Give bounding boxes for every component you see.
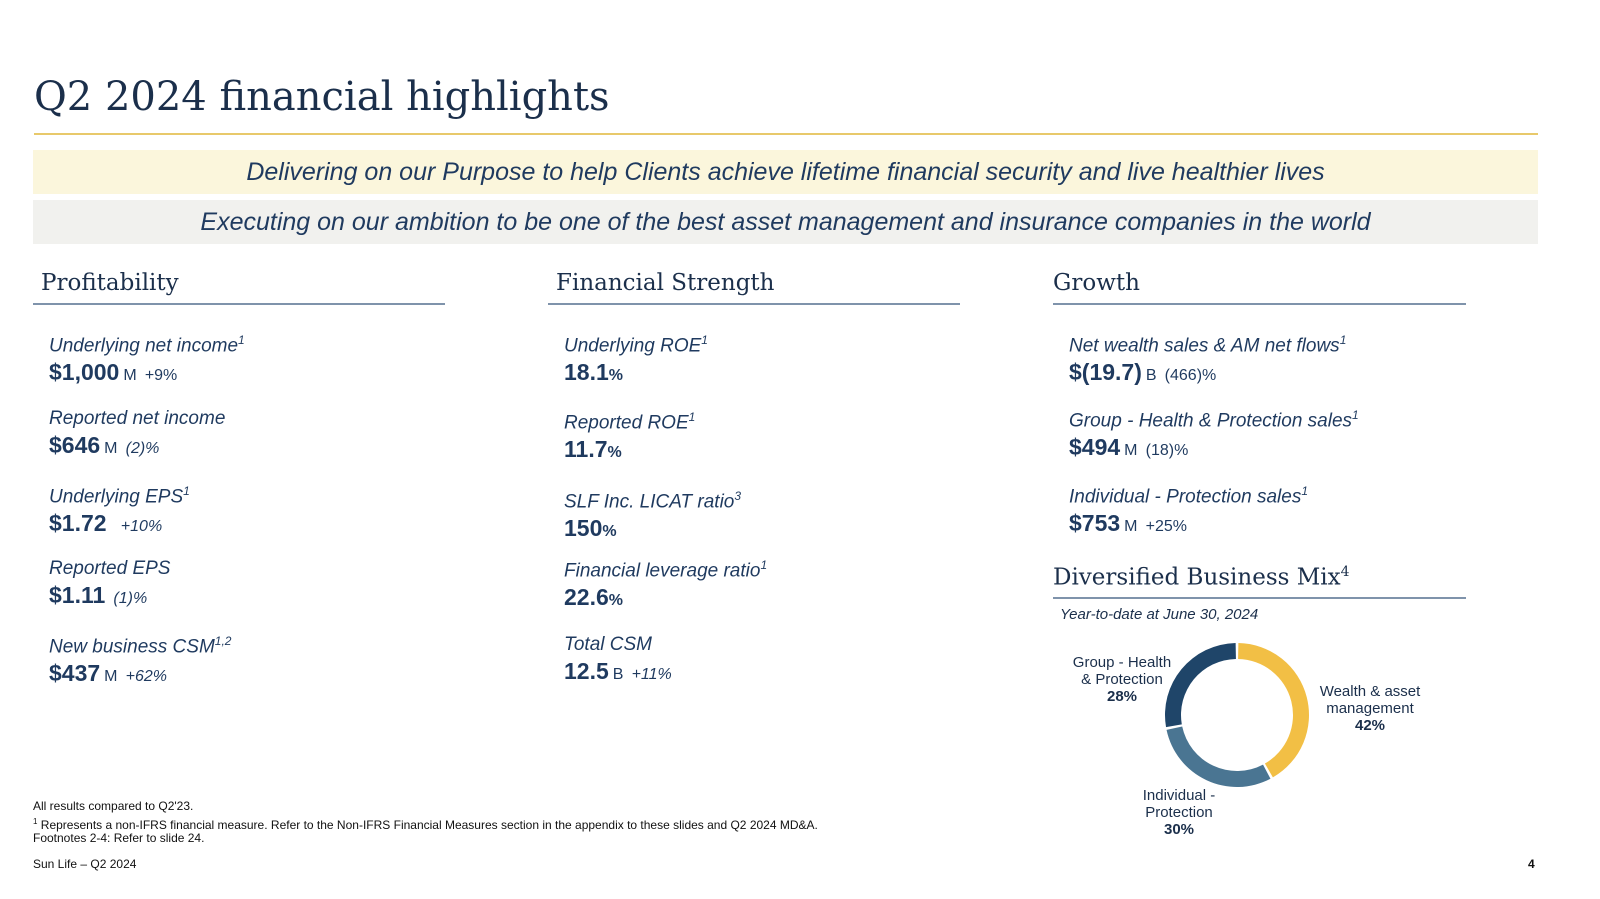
metric-underlying-eps: Underlying EPS1 $1.72 +10% bbox=[49, 484, 190, 537]
business-mix-heading: Diversified Business Mix4 bbox=[1053, 564, 1350, 591]
metric-financial-leverage-ratio: Financial leverage ratio1 22.6% bbox=[564, 558, 767, 611]
business-mix-donut-chart bbox=[1165, 643, 1309, 787]
metric-value: $753 bbox=[1069, 510, 1121, 537]
metric-group-health-protection-sales: Group - Health & Protection sales1 $494 M… bbox=[1069, 408, 1359, 461]
footnote-refer-slide: Footnotes 2-4: Refer to slide 24. bbox=[33, 831, 205, 845]
metric-underlying-net-income: Underlying net income1 $1,000 M +9% bbox=[49, 333, 245, 386]
metric-label: Financial leverage ratio bbox=[564, 560, 761, 582]
metric-percent-sign: % bbox=[602, 523, 617, 541]
profitability-divider bbox=[33, 303, 445, 305]
business-mix-subtitle: Year-to-date at June 30, 2024 bbox=[1060, 606, 1259, 623]
metric-value: $1.11 bbox=[49, 582, 106, 608]
segment-label-group: Group - Health & Protection 28% bbox=[1072, 654, 1172, 705]
metric-change: (1)% bbox=[113, 590, 148, 607]
metric-unit: M bbox=[104, 668, 118, 686]
metric-value: 150 bbox=[564, 515, 603, 542]
metric-value: $494 bbox=[1069, 434, 1121, 461]
footnote-ref: 1 bbox=[701, 333, 708, 347]
business-mix-divider bbox=[1053, 597, 1466, 599]
metric-label: Net wealth sales & AM net flows bbox=[1069, 335, 1340, 357]
title-divider bbox=[34, 133, 1538, 135]
metric-value: $646 bbox=[49, 432, 101, 458]
metric-label: SLF Inc. LICAT ratio bbox=[564, 491, 735, 513]
metric-change: +25% bbox=[1145, 518, 1187, 536]
metric-change: (18)% bbox=[1145, 442, 1189, 460]
metric-unit: M bbox=[1124, 518, 1138, 536]
metric-unit: M bbox=[104, 440, 118, 457]
donut-segment-group bbox=[1165, 643, 1236, 728]
page-number: 4 bbox=[1528, 857, 1535, 871]
metric-reported-net-income: Reported net income $646 M (2)% bbox=[49, 408, 225, 459]
metric-label: New business CSM bbox=[49, 636, 215, 658]
metric-change: (2)% bbox=[125, 440, 160, 457]
metric-value: $437 bbox=[49, 660, 101, 687]
metric-label: Reported net income bbox=[49, 408, 226, 429]
metric-percent-sign: % bbox=[608, 367, 623, 385]
metric-value: $1,000 bbox=[49, 359, 120, 386]
metric-label: Reported ROE bbox=[564, 412, 689, 434]
donut-segment-individual bbox=[1166, 726, 1271, 787]
metric-new-business-csm: New business CSM1,2 $437 M +62% bbox=[49, 634, 231, 687]
financial-strength-divider bbox=[548, 303, 960, 305]
metric-label: Group - Health & Protection sales bbox=[1069, 410, 1353, 432]
donut-segment-wealth bbox=[1238, 643, 1309, 778]
growth-heading: Growth bbox=[1053, 270, 1140, 296]
metric-unit: B bbox=[612, 666, 624, 683]
page-title: Q2 2024 financial highlights bbox=[34, 74, 610, 120]
metric-value: 22.6 bbox=[564, 584, 609, 611]
metric-value: 12.5 bbox=[564, 658, 609, 684]
footnote-ref: 4 bbox=[1340, 564, 1350, 580]
metric-change: +9% bbox=[144, 367, 178, 385]
metric-unit: M bbox=[123, 367, 137, 385]
business-mix-heading-text: Diversified Business Mix bbox=[1053, 564, 1341, 591]
footnote-ref: 1 bbox=[1352, 408, 1359, 422]
metric-change: +11% bbox=[631, 666, 672, 683]
metric-label: Total CSM bbox=[564, 634, 652, 655]
footnote-ref: 1 bbox=[1301, 484, 1309, 498]
metric-change: +62% bbox=[125, 668, 167, 686]
footer-source: Sun Life – Q2 2024 bbox=[33, 857, 137, 871]
metric-licat-ratio: SLF Inc. LICAT ratio3 150% bbox=[564, 489, 741, 542]
metric-label: Underlying EPS bbox=[49, 486, 184, 508]
segment-label-individual: Individual - Protection 30% bbox=[1142, 787, 1216, 838]
metric-reported-roe: Reported ROE1 11.7% bbox=[564, 410, 695, 463]
footnote-ref: 1 bbox=[183, 484, 190, 498]
footnote-ref: 1 bbox=[760, 558, 768, 572]
metric-unit: M bbox=[1124, 442, 1138, 460]
metric-label: Underlying net income bbox=[49, 335, 239, 357]
metric-underlying-roe: Underlying ROE1 18.1% bbox=[564, 333, 708, 386]
metric-unit: B bbox=[1145, 367, 1157, 385]
metric-value: $(19.7) bbox=[1069, 359, 1142, 386]
metric-net-wealth-sales: Net wealth sales & AM net flows1 $(19.7)… bbox=[1069, 333, 1346, 386]
metric-value: 11.7 bbox=[564, 436, 608, 463]
metric-percent-sign: % bbox=[608, 592, 623, 610]
footnote-ref: 1 bbox=[688, 410, 696, 424]
purpose-banner: Delivering on our Purpose to help Client… bbox=[33, 150, 1538, 194]
metric-change: +10% bbox=[120, 518, 163, 536]
metric-label: Reported EPS bbox=[49, 558, 171, 579]
metric-reported-eps: Reported EPS $1.11 (1)% bbox=[49, 558, 170, 609]
ambition-banner: Executing on our ambition to be one of t… bbox=[33, 200, 1538, 244]
metric-individual-protection-sales: Individual - Protection sales1 $753 M +25… bbox=[1069, 484, 1308, 537]
footnote-ref: 3 bbox=[734, 489, 742, 503]
footnote-non-ifrs: 1 Represents a non-IFRS financial measur… bbox=[33, 817, 818, 832]
growth-divider bbox=[1053, 303, 1466, 305]
metric-label: Individual - Protection sales bbox=[1069, 486, 1302, 508]
metric-value: 18.1 bbox=[564, 359, 609, 386]
segment-label-wealth: Wealth & asset management 42% bbox=[1319, 683, 1421, 734]
footnote-ref: 1 bbox=[238, 333, 245, 347]
metric-change: (466)% bbox=[1164, 367, 1217, 385]
metric-value: $1.72 bbox=[49, 510, 107, 537]
footnote-ref: 1,2 bbox=[214, 634, 232, 648]
financial-strength-heading: Financial Strength bbox=[556, 270, 775, 296]
metric-total-csm: Total CSM 12.5 B +11% bbox=[564, 634, 672, 685]
footnote-ref: 1 bbox=[1339, 333, 1347, 347]
metric-label: Underlying ROE bbox=[564, 335, 702, 357]
metric-percent-sign: % bbox=[607, 444, 622, 462]
profitability-heading: Profitability bbox=[41, 270, 179, 296]
footnote-comparison: All results compared to Q2'23. bbox=[33, 799, 194, 813]
